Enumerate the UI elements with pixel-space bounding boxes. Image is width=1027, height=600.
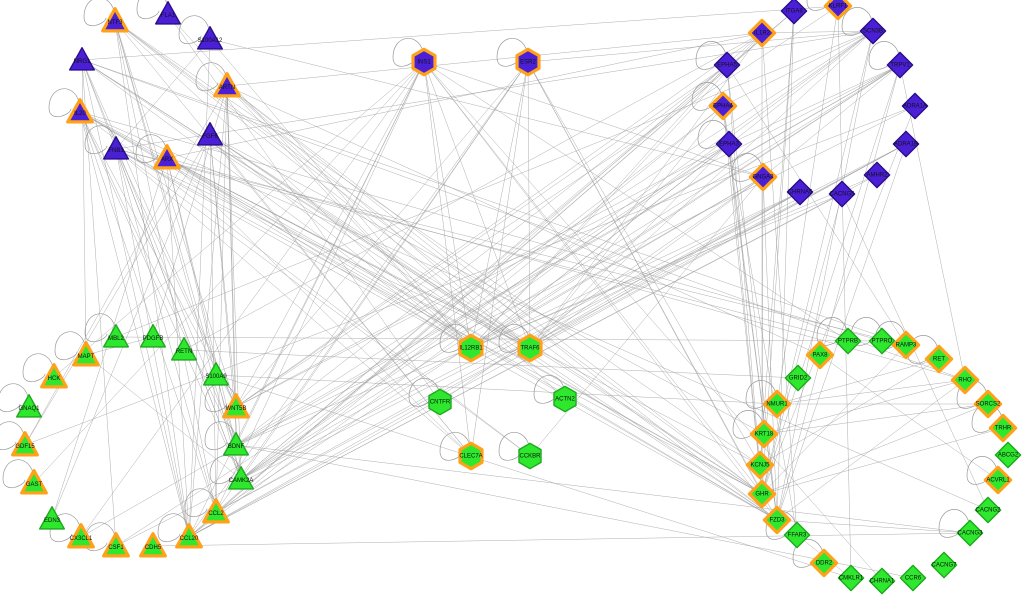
svg-text:EPHA3: EPHA3 [719, 142, 739, 148]
svg-text:TRPV1: TRPV1 [890, 63, 910, 69]
svg-text:FGF6: FGF6 [202, 134, 218, 140]
svg-text:FNB1: FNB1 [108, 148, 124, 154]
svg-text:EDN3: EDN3 [44, 518, 61, 524]
svg-text:ARTN: ARTN [219, 85, 235, 91]
svg-text:SORCS2: SORCS2 [976, 402, 1001, 408]
svg-text:CCL2: CCL2 [208, 511, 224, 517]
svg-text:CNTFR: CNTFR [430, 400, 451, 406]
svg-text:CACNG5: CACNG5 [829, 192, 855, 198]
svg-text:NMUR1: NMUR1 [766, 402, 788, 408]
svg-text:MAPT: MAPT [78, 354, 95, 360]
svg-text:ADRA1B: ADRA1B [894, 142, 918, 148]
svg-text:NRG1: NRG1 [74, 59, 91, 65]
svg-text:GAST: GAST [26, 482, 43, 488]
svg-text:TRAF6: TRAF6 [520, 346, 540, 352]
svg-text:IL12RB1: IL12RB1 [459, 346, 483, 352]
svg-text:AMHR2: AMHR2 [866, 173, 888, 179]
svg-text:BDNF: BDNF [228, 444, 245, 450]
svg-text:RETN: RETN [176, 349, 192, 355]
svg-text:CHRNA1: CHRNA1 [870, 579, 895, 585]
svg-text:PTPRO: PTPRO [872, 339, 893, 345]
svg-text:IL20: IL20 [74, 111, 86, 117]
svg-text:NTF3: NTF3 [108, 20, 124, 26]
svg-text:CSF1: CSF1 [108, 545, 124, 551]
svg-text:KRT18: KRT18 [755, 432, 774, 438]
svg-text:IL1R2: IL1R2 [754, 31, 771, 37]
svg-text:CACNG7: CACNG7 [931, 563, 957, 569]
svg-text:DDR2: DDR2 [816, 561, 833, 567]
svg-text:GNAQ1: GNAQ1 [18, 406, 40, 412]
svg-text:CACNG2: CACNG2 [975, 508, 1001, 514]
svg-text:CCL20: CCL20 [180, 536, 199, 542]
svg-text:ESR2: ESR2 [520, 60, 536, 66]
svg-text:CCKBR: CCKBR [519, 454, 541, 460]
svg-text:EPHA4: EPHA4 [713, 104, 733, 110]
svg-text:CDH5: CDH5 [145, 545, 162, 551]
svg-text:PDGFB: PDGFB [143, 336, 164, 342]
svg-text:GHR: GHR [755, 492, 769, 498]
svg-text:GNGA3: GNGA3 [752, 175, 774, 181]
svg-text:SCN3B: SCN3B [863, 29, 883, 35]
svg-text:CCR6: CCR6 [905, 576, 922, 582]
svg-text:CLEC7A: CLEC7A [459, 454, 482, 460]
svg-text:S100A12: S100A12 [198, 38, 223, 44]
svg-text:ARX: ARX [161, 157, 173, 163]
svg-text:CX3CL1: CX3CL1 [70, 536, 93, 542]
svg-text:CMKLR1: CMKLR1 [839, 576, 864, 582]
svg-text:GRID2: GRID2 [789, 376, 808, 382]
svg-text:KLRF1: KLRF1 [829, 4, 848, 10]
svg-text:S100A9: S100A9 [205, 374, 227, 380]
svg-text:HCK: HCK [48, 376, 61, 382]
svg-text:FLA1: FLA1 [161, 13, 176, 19]
svg-text:CAMK2A: CAMK2A [229, 478, 254, 484]
svg-text:CACNG3: CACNG3 [957, 531, 983, 537]
svg-text:CHRNA5: CHRNA5 [788, 190, 813, 196]
svg-text:WNT5B: WNT5B [226, 406, 247, 412]
svg-text:RHO: RHO [958, 378, 972, 384]
svg-text:EPHA5: EPHA5 [717, 63, 737, 69]
svg-text:RET: RET [933, 357, 945, 363]
svg-text:PTPRB: PTPRB [838, 339, 858, 345]
svg-text:ABCG2: ABCG2 [998, 453, 1019, 459]
svg-text:FZD3: FZD3 [770, 518, 786, 524]
svg-text:TRHR: TRHR [995, 426, 1012, 432]
svg-text:ITGA8: ITGA8 [785, 9, 803, 15]
svg-text:PAX8: PAX8 [813, 353, 829, 359]
svg-text:ACTN2: ACTN2 [555, 397, 575, 403]
svg-text:ADRA1A: ADRA1A [903, 104, 927, 110]
svg-text:RAMP3: RAMP3 [896, 343, 917, 349]
svg-text:ACVRL1: ACVRL1 [986, 478, 1010, 484]
svg-text:MBL2: MBL2 [108, 336, 124, 342]
svg-text:GDF15: GDF15 [15, 444, 35, 450]
svg-text:KCNJ5: KCNJ5 [750, 463, 770, 469]
svg-text:FFAR3: FFAR3 [788, 533, 807, 539]
svg-text:INS1: INS1 [417, 60, 431, 66]
